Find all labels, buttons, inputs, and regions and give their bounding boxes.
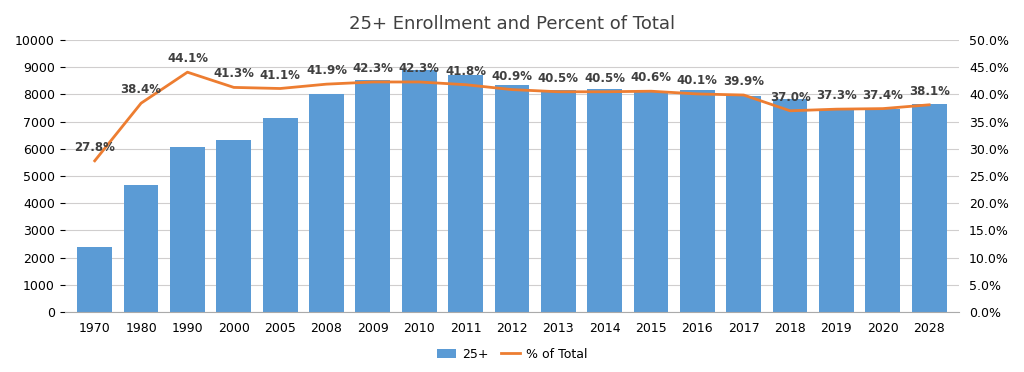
Bar [170, 147, 205, 312]
Text: 37.4%: 37.4% [862, 89, 903, 102]
Bar [911, 104, 946, 312]
Bar [401, 70, 436, 312]
Text: 37.3%: 37.3% [816, 89, 857, 102]
Text: 41.1%: 41.1% [260, 68, 301, 81]
Text: 42.3%: 42.3% [398, 62, 439, 75]
Text: 37.0%: 37.0% [770, 91, 810, 104]
Bar [355, 80, 390, 312]
Bar [773, 99, 808, 312]
Text: 38.1%: 38.1% [908, 85, 949, 98]
Bar [726, 96, 761, 312]
Text: 42.3%: 42.3% [352, 62, 393, 75]
Text: 41.3%: 41.3% [213, 67, 254, 80]
Text: 27.8%: 27.8% [75, 141, 115, 154]
Text: 40.6%: 40.6% [631, 71, 672, 84]
Bar [309, 94, 344, 312]
Bar [449, 76, 483, 312]
Bar [541, 90, 575, 312]
Bar [263, 118, 298, 312]
Text: 40.5%: 40.5% [538, 72, 579, 85]
Bar [495, 85, 529, 312]
Text: 38.4%: 38.4% [121, 83, 162, 96]
Text: 41.9%: 41.9% [306, 64, 347, 77]
Bar [865, 109, 900, 312]
Bar [819, 110, 854, 312]
Bar [124, 185, 159, 312]
Bar [588, 89, 622, 312]
Legend: 25+, % of Total: 25+, % of Total [432, 343, 592, 366]
Bar [216, 140, 251, 312]
Text: 39.9%: 39.9% [723, 75, 764, 88]
Bar [78, 247, 112, 312]
Text: 40.9%: 40.9% [492, 70, 532, 83]
Text: 44.1%: 44.1% [167, 52, 208, 65]
Title: 25+ Enrollment and Percent of Total: 25+ Enrollment and Percent of Total [349, 15, 675, 33]
Bar [634, 92, 669, 312]
Text: 40.5%: 40.5% [584, 72, 625, 85]
Text: 41.8%: 41.8% [445, 65, 486, 78]
Text: 40.1%: 40.1% [677, 74, 718, 87]
Bar [680, 90, 715, 312]
